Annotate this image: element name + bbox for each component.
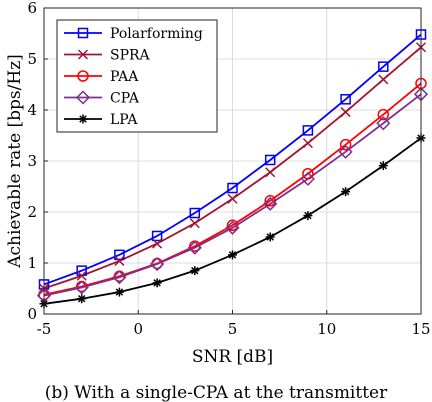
data-point xyxy=(228,250,237,260)
data-point xyxy=(302,168,314,180)
data-point xyxy=(189,207,201,219)
data-point xyxy=(341,187,351,197)
data-point xyxy=(376,116,391,131)
data-point xyxy=(76,270,87,281)
data-point xyxy=(378,161,388,171)
data-point xyxy=(74,280,89,295)
data-point xyxy=(114,287,124,297)
data-point xyxy=(190,266,200,276)
y-tick-label: 4 xyxy=(27,101,37,119)
data-point xyxy=(189,218,200,229)
y-axis-title: Achievable rate [bps/Hz] xyxy=(5,54,25,269)
x-axis-title: SNR [dB] xyxy=(192,347,273,367)
legend-label: PAA xyxy=(110,69,139,85)
data-point xyxy=(265,167,276,178)
data-point xyxy=(303,211,313,221)
legend-label: Polarforming xyxy=(110,26,203,42)
legend: Polarforming SPRA PAA CPA LPA xyxy=(56,19,218,133)
data-point xyxy=(264,195,276,207)
data-point xyxy=(152,238,163,249)
data-point xyxy=(264,154,276,166)
legend-marker xyxy=(75,90,91,105)
data-point xyxy=(263,196,278,211)
data-point xyxy=(302,125,314,136)
x-tick-label: 10 xyxy=(317,320,336,338)
legend-label: LPA xyxy=(110,112,138,128)
legend-marker xyxy=(77,70,89,82)
data-point xyxy=(152,278,162,288)
data-point xyxy=(112,270,127,285)
data-point xyxy=(227,182,238,194)
data-point xyxy=(338,144,353,159)
legend-label: CPA xyxy=(110,91,140,107)
data-point xyxy=(302,138,313,149)
data-point xyxy=(226,219,239,232)
y-tick-label: 2 xyxy=(27,203,37,221)
y-tick-label: 5 xyxy=(27,50,37,68)
data-point xyxy=(339,138,352,151)
data-point xyxy=(300,171,315,186)
data-point xyxy=(377,108,390,121)
data-point xyxy=(114,255,125,266)
data-point xyxy=(227,193,238,204)
x-tick-label: 0 xyxy=(133,320,143,338)
y-tick-label: 3 xyxy=(27,152,37,170)
y-tick-label: 6 xyxy=(27,0,37,17)
legend-marker xyxy=(77,49,89,60)
data-point xyxy=(114,249,125,261)
x-tick-label: 5 xyxy=(228,320,238,338)
data-point xyxy=(150,256,165,272)
data-point xyxy=(265,232,275,242)
data-point xyxy=(225,220,240,235)
data-point xyxy=(151,230,163,242)
data-point xyxy=(378,61,389,72)
x-tick-label: 15 xyxy=(411,320,430,338)
legend-marker xyxy=(78,114,88,124)
data-point xyxy=(77,294,87,304)
data-point xyxy=(378,74,389,85)
x-tick-label: -5 xyxy=(37,320,52,338)
y-tick-label: 0 xyxy=(27,305,37,323)
data-point xyxy=(340,107,351,118)
series-line xyxy=(43,33,422,286)
data-point xyxy=(187,240,202,255)
series-line xyxy=(43,82,422,296)
data-point xyxy=(340,94,351,105)
figure-caption: (b) With a single-CPA at the transmitter xyxy=(45,383,388,402)
y-tick-label: 1 xyxy=(27,254,37,272)
legend-marker xyxy=(77,27,89,39)
legend-label: SPRA xyxy=(110,48,151,64)
series-markers xyxy=(36,29,429,309)
series-line xyxy=(43,93,422,297)
